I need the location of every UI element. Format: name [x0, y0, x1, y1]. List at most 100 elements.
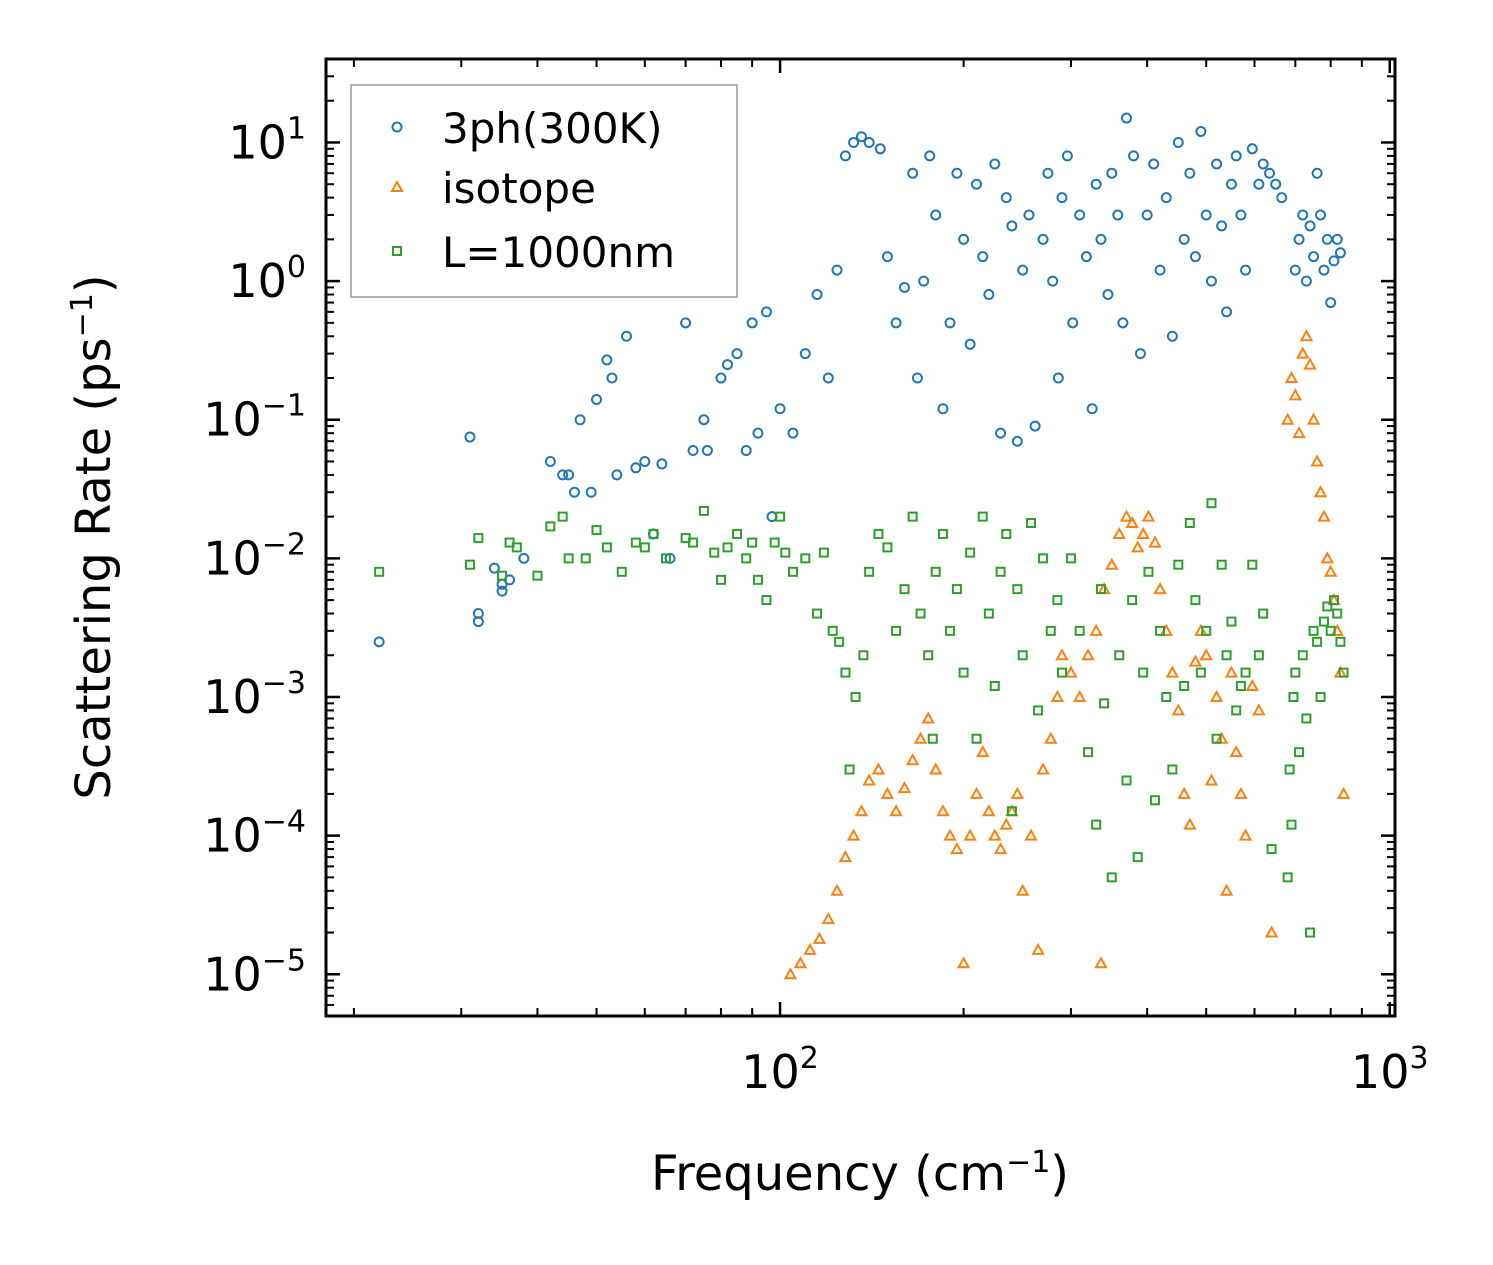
- x-tick-label-1: 103: [1351, 1041, 1429, 1099]
- point-series-2-86: [1155, 625, 1166, 636]
- point-series-1-83: [1320, 551, 1335, 564]
- legend-marker-l1000nm: [392, 246, 402, 256]
- point-series-2-19: [688, 537, 699, 548]
- point-series-1-12: [889, 804, 903, 817]
- point-series-0-38: [787, 427, 799, 439]
- point-series-2-69: [1045, 625, 1056, 636]
- point-series-2-85: [1149, 795, 1160, 806]
- point-series-1-58: [1188, 654, 1203, 667]
- point-series-2-7: [545, 521, 556, 532]
- point-series-2-21: [709, 547, 720, 558]
- point-series-2-104: [1253, 650, 1264, 661]
- point-series-1-56: [1177, 786, 1191, 799]
- point-series-0-56: [937, 403, 949, 415]
- point-series-0-1: [464, 431, 476, 443]
- point-series-0-59: [958, 233, 970, 245]
- point-series-2-54: [951, 584, 962, 595]
- point-series-2-112: [1294, 747, 1305, 758]
- point-series-1-18: [936, 804, 950, 817]
- point-series-0-97: [1178, 233, 1190, 245]
- point-series-0-106: [1225, 178, 1237, 190]
- point-series-1-82: [1317, 509, 1331, 522]
- point-series-0-127: [1328, 255, 1340, 267]
- point-series-2-70: [1052, 595, 1063, 606]
- point-series-0-128: [1331, 233, 1343, 245]
- point-series-2-92: [1190, 595, 1201, 606]
- point-series-1-60: [1199, 648, 1213, 661]
- point-series-0-43: [839, 150, 851, 162]
- point-series-2-26: [747, 537, 758, 548]
- y-axis-label-sup: −1: [65, 293, 100, 337]
- point-series-2-116: [1308, 625, 1319, 636]
- point-series-0-16: [601, 354, 613, 366]
- point-series-1-27: [993, 842, 1008, 855]
- point-series-0-50: [899, 281, 911, 293]
- point-series-2-124: [1335, 636, 1346, 647]
- point-series-2-5: [511, 542, 522, 553]
- point-series-0-72: [1037, 233, 1049, 245]
- point-series-0-75: [1052, 372, 1064, 384]
- point-series-2-39: [844, 764, 855, 775]
- point-series-1-88: [1336, 786, 1351, 799]
- point-series-2-83: [1138, 667, 1149, 678]
- point-series-2-91: [1184, 517, 1195, 528]
- point-series-1-49: [1136, 526, 1150, 539]
- point-series-1-35: [1044, 731, 1058, 744]
- point-series-2-102: [1240, 667, 1251, 678]
- point-series-2-31: [780, 547, 791, 558]
- point-series-2-44: [882, 542, 893, 553]
- point-series-0-46: [863, 136, 875, 148]
- point-series-0-67: [1006, 220, 1018, 232]
- point-series-2-97: [1216, 559, 1227, 570]
- point-series-1-7: [846, 828, 861, 841]
- point-series-2-67: [1033, 705, 1044, 716]
- point-series-0-83: [1095, 233, 1107, 245]
- tick-labels: 102 103 10−5 10−4 10−3 10−2 10−1 100 101: [203, 111, 1428, 1099]
- point-series-0-92: [1148, 158, 1160, 170]
- point-series-2-62: [1001, 528, 1012, 539]
- point-series-2-33: [800, 553, 811, 564]
- point-series-0-109: [1240, 264, 1252, 276]
- point-series-1-23: [969, 786, 984, 799]
- point-series-2-125: [1338, 667, 1349, 678]
- point-series-2-94: [1201, 625, 1212, 636]
- point-series-1-34: [1036, 762, 1050, 775]
- point-series-0-27: [698, 414, 710, 426]
- point-series-0-119: [1300, 275, 1312, 287]
- point-series-0-6: [496, 585, 508, 597]
- point-series-1-72: [1280, 412, 1295, 425]
- point-series-0-64: [989, 158, 1001, 170]
- point-series-0-42: [831, 264, 843, 276]
- point-series-0-25: [680, 317, 692, 329]
- point-series-0-115: [1276, 192, 1288, 204]
- point-series-2-50: [927, 733, 938, 744]
- point-series-1-5: [830, 883, 844, 896]
- point-series-2-107: [1282, 872, 1293, 883]
- point-series-0-126: [1325, 297, 1337, 309]
- point-series-0-32: [740, 444, 752, 456]
- point-series-2-65: [1017, 650, 1028, 661]
- point-series-2-49: [923, 650, 934, 661]
- point-series-2-66: [1026, 517, 1037, 528]
- point-series-0-122: [1311, 167, 1323, 179]
- point-series-0-12: [568, 486, 580, 498]
- legend-marker-3ph: [391, 121, 403, 133]
- point-series-1-46: [1119, 509, 1134, 522]
- point-series-1-68: [1238, 828, 1253, 841]
- point-series-2-103: [1247, 559, 1258, 570]
- point-series-1-71: [1264, 925, 1279, 938]
- point-series-2-100: [1231, 705, 1242, 716]
- point-series-0-0: [373, 636, 385, 648]
- point-series-0-3: [472, 608, 484, 620]
- point-series-0-13: [574, 414, 586, 426]
- point-series-2-22: [715, 574, 726, 585]
- point-series-2-106: [1266, 844, 1277, 855]
- point-series-2-111: [1290, 667, 1301, 678]
- point-series-2-68: [1038, 553, 1049, 564]
- point-series-2-28: [761, 595, 772, 606]
- point-series-2-105: [1258, 608, 1269, 619]
- point-series-0-37: [774, 403, 786, 415]
- point-series-0-58: [951, 167, 963, 179]
- point-series-1-20: [950, 842, 964, 855]
